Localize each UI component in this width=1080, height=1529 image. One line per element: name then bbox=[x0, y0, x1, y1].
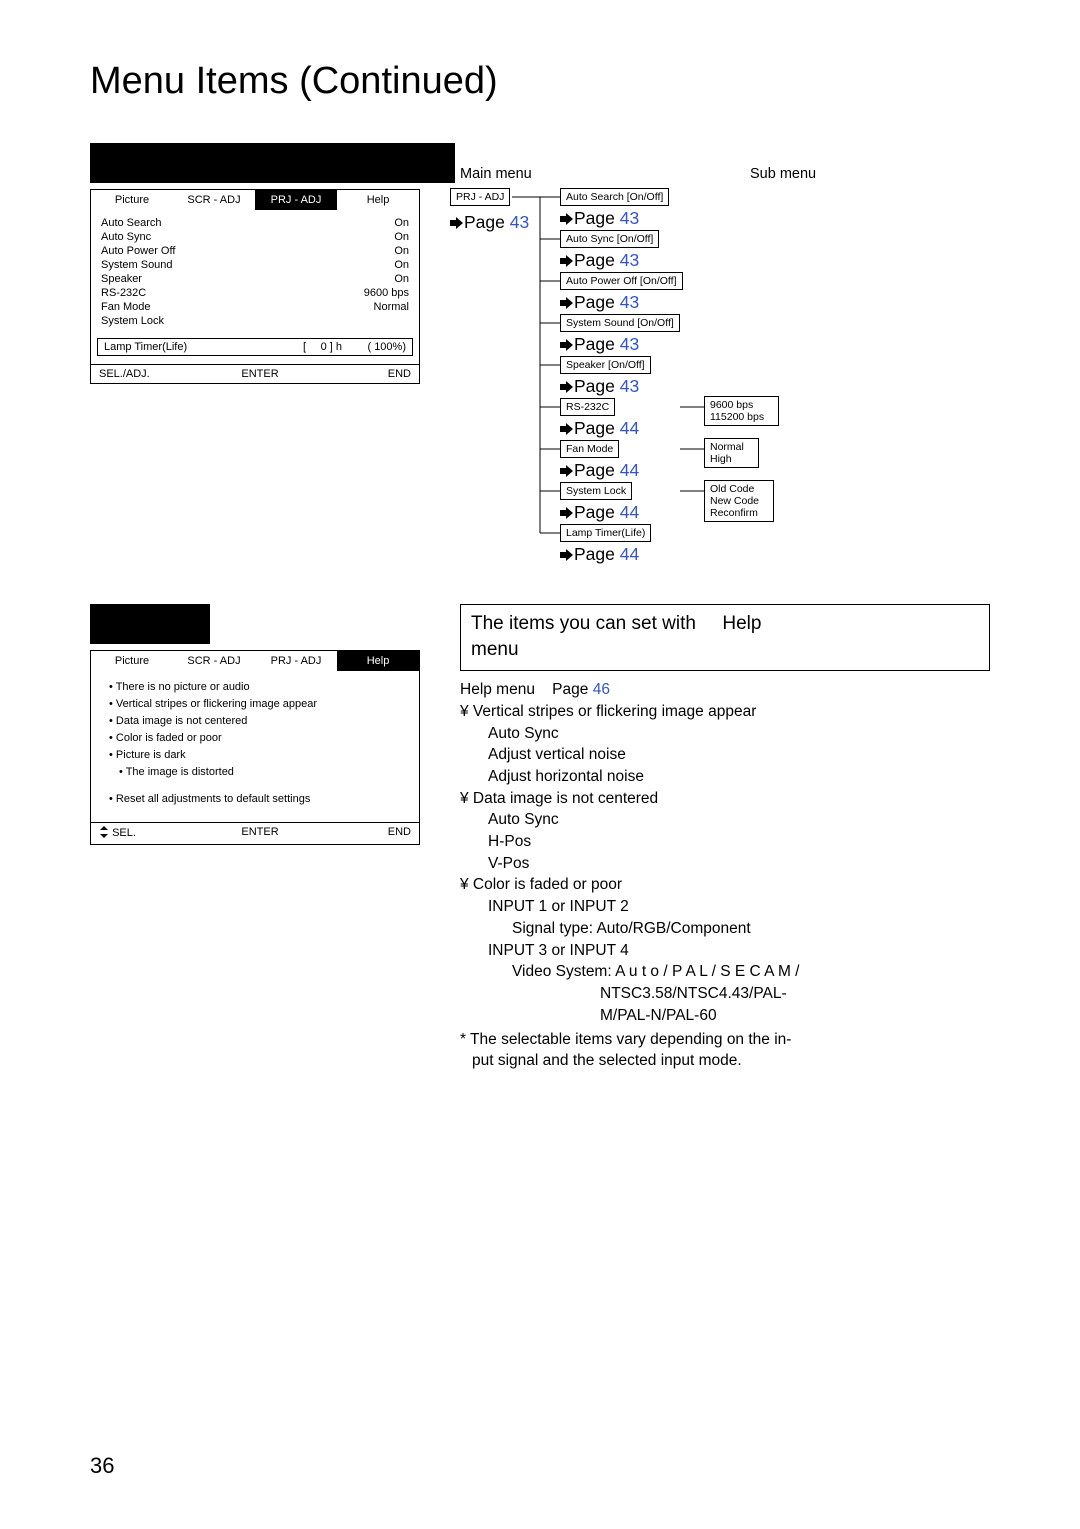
diagram-header-main: Main menu bbox=[460, 166, 532, 182]
osd-tab[interactable]: SCR - ADJ bbox=[173, 190, 255, 210]
diagram-sub-node: NormalHigh bbox=[704, 438, 759, 468]
osd-footer-enter: ENTER bbox=[210, 826, 311, 841]
page-reference[interactable]: Page 43 bbox=[560, 250, 639, 271]
diagram-node: Fan Mode bbox=[560, 440, 619, 458]
osd-footer-end: END bbox=[310, 826, 411, 841]
diagram-node: Auto Power Off [On/Off] bbox=[560, 272, 683, 290]
diagram-node: Auto Sync [On/Off] bbox=[560, 230, 659, 248]
osd-setting-row: RS-232C9600 bps bbox=[101, 286, 409, 300]
osd-tab[interactable]: PRJ - ADJ bbox=[255, 190, 337, 210]
help-item: • There is no picture or audio bbox=[101, 679, 409, 696]
osd-footer-enter: ENTER bbox=[210, 368, 311, 380]
help-item: • Color is faded or poor bbox=[101, 730, 409, 747]
diagram-node: Lamp Timer(Life) bbox=[560, 524, 651, 542]
osd-tab[interactable]: Picture bbox=[91, 190, 173, 210]
diagram-node: Speaker [On/Off] bbox=[560, 356, 651, 374]
osd-footer-sel: SEL. bbox=[99, 826, 210, 841]
page-reference[interactable]: Page 43 bbox=[560, 334, 639, 355]
osd-setting-row: SpeakerOn bbox=[101, 272, 409, 286]
lamp-label: Lamp Timer(Life) bbox=[104, 341, 303, 353]
osd-tab[interactable]: SCR - ADJ bbox=[173, 651, 255, 671]
section-bar-prj bbox=[90, 143, 455, 183]
help-info-body: Help menu Page 46¥ Vertical stripes or f… bbox=[460, 671, 990, 1026]
osd-prj-adj: PictureSCR - ADJPRJ - ADJHelp Auto Searc… bbox=[90, 189, 420, 384]
osd-tab[interactable]: Help bbox=[337, 651, 419, 671]
page-reference[interactable]: Page 43 bbox=[450, 212, 529, 233]
lamp-hours: 0 ] h bbox=[306, 341, 346, 353]
page-number: 36 bbox=[90, 1453, 114, 1479]
help-item: • Vertical stripes or flickering image a… bbox=[101, 696, 409, 713]
osd-setting-row: System SoundOn bbox=[101, 258, 409, 272]
diagram-node: System Sound [On/Off] bbox=[560, 314, 680, 332]
page-reference[interactable]: Page 44 bbox=[560, 418, 639, 439]
osd-setting-row: Auto Power OffOn bbox=[101, 244, 409, 258]
osd-tab[interactable]: PRJ - ADJ bbox=[255, 651, 337, 671]
section-bar-help bbox=[90, 604, 210, 644]
osd-setting-row: Auto SearchOn bbox=[101, 216, 409, 230]
osd-setting-row: System Lock bbox=[101, 314, 409, 328]
diagram-sub-node: 9600 bps115200 bps bbox=[704, 396, 779, 426]
page-reference[interactable]: Page 43 bbox=[560, 376, 639, 397]
help-info-note: * The selectable items vary depending on… bbox=[460, 1026, 990, 1072]
help-item: • The image is distorted bbox=[101, 764, 409, 781]
lamp-pct: ( 100%) bbox=[346, 341, 406, 353]
diagram-sub-node: Old CodeNew CodeReconfirm bbox=[704, 480, 774, 522]
osd-tab[interactable]: Help bbox=[337, 190, 419, 210]
diagram-root-node: PRJ - ADJ bbox=[450, 188, 510, 206]
diagram-node: RS-232C bbox=[560, 398, 615, 416]
osd-setting-row: Auto SyncOn bbox=[101, 230, 409, 244]
diagram-node: System Lock bbox=[560, 482, 632, 500]
page-reference[interactable]: Page 43 bbox=[560, 292, 639, 313]
page-reference[interactable]: Page 44 bbox=[560, 544, 639, 565]
page-title: Menu Items (Continued) bbox=[90, 60, 990, 103]
diagram-header-sub: Sub menu bbox=[750, 166, 816, 182]
help-reset: • Reset all adjustments to default setti… bbox=[101, 791, 409, 808]
osd-help: PictureSCR - ADJPRJ - ADJHelp • There is… bbox=[90, 650, 420, 845]
osd-setting-row: Fan ModeNormal bbox=[101, 300, 409, 314]
diagram-node: Auto Search [On/Off] bbox=[560, 188, 669, 206]
help-item: • Picture is dark bbox=[101, 747, 409, 764]
page-reference[interactable]: Page 44 bbox=[560, 502, 639, 523]
osd-footer-sel: SEL./ADJ. bbox=[99, 368, 210, 380]
page-reference[interactable]: Page 44 bbox=[560, 460, 639, 481]
osd-footer-end: END bbox=[310, 368, 411, 380]
help-item: • Data image is not centered bbox=[101, 713, 409, 730]
help-info-title: The items you can set with Help menu bbox=[460, 604, 990, 671]
osd-tab[interactable]: Picture bbox=[91, 651, 173, 671]
page-reference[interactable]: Page 43 bbox=[560, 208, 639, 229]
